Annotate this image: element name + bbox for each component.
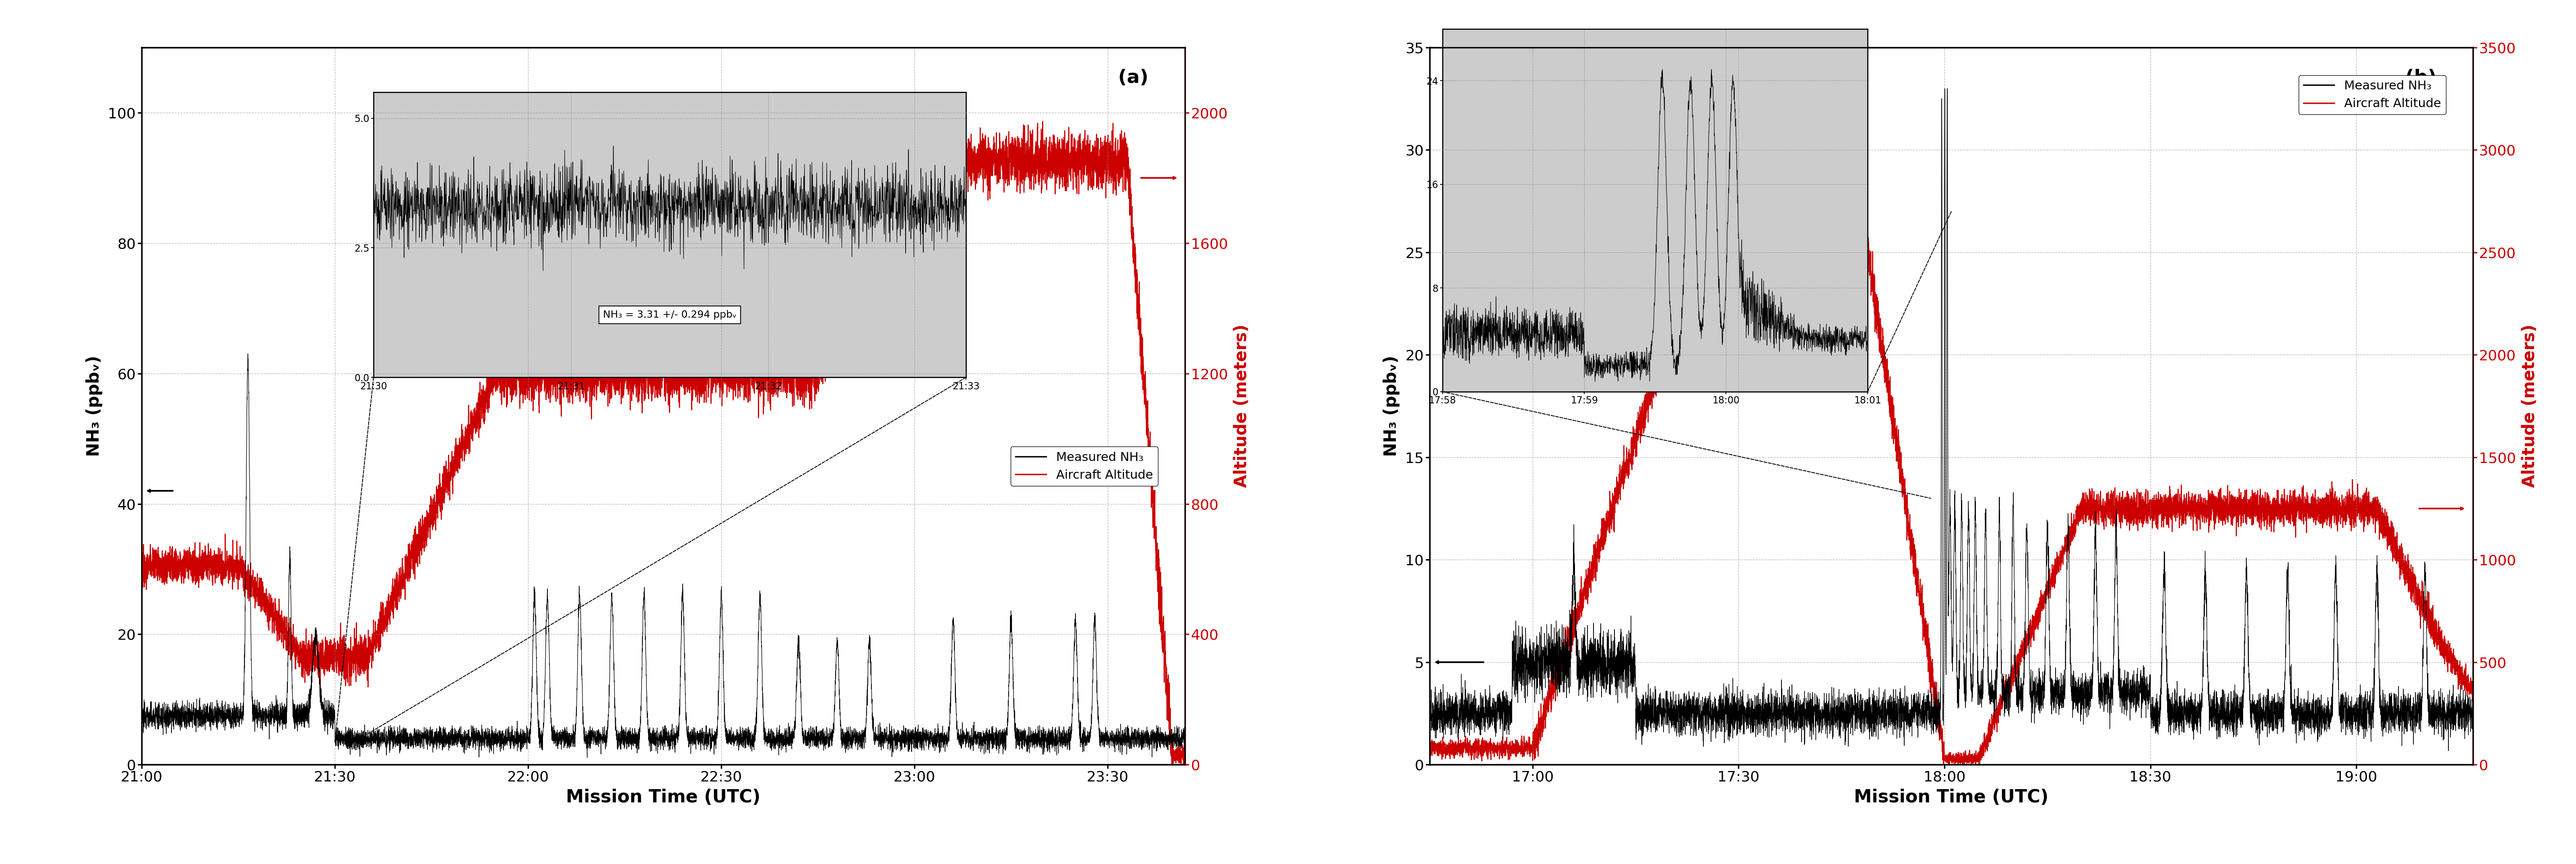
- Legend: Measured NH₃, Aircraft Altitude: Measured NH₃, Aircraft Altitude: [2298, 75, 2447, 115]
- Y-axis label: Altitude (meters): Altitude (meters): [2522, 324, 2537, 488]
- Legend: Measured NH₃, Aircraft Altitude: Measured NH₃, Aircraft Altitude: [1010, 447, 1159, 486]
- X-axis label: Mission Time (UTC): Mission Time (UTC): [1855, 789, 2048, 806]
- Text: NH₃ = 3.31 +/- 0.294 ppbᵥ: NH₃ = 3.31 +/- 0.294 ppbᵥ: [603, 310, 737, 320]
- Y-axis label: NH₃ (ppbᵥ): NH₃ (ppbᵥ): [85, 355, 103, 457]
- Y-axis label: NH₃ (ppbᵥ): NH₃ (ppbᵥ): [1383, 355, 1399, 457]
- X-axis label: Mission Time (UTC): Mission Time (UTC): [567, 789, 760, 806]
- Y-axis label: Altitude (meters): Altitude (meters): [1234, 324, 1249, 488]
- Text: (a): (a): [1118, 69, 1149, 87]
- Text: (b): (b): [2406, 69, 2437, 87]
